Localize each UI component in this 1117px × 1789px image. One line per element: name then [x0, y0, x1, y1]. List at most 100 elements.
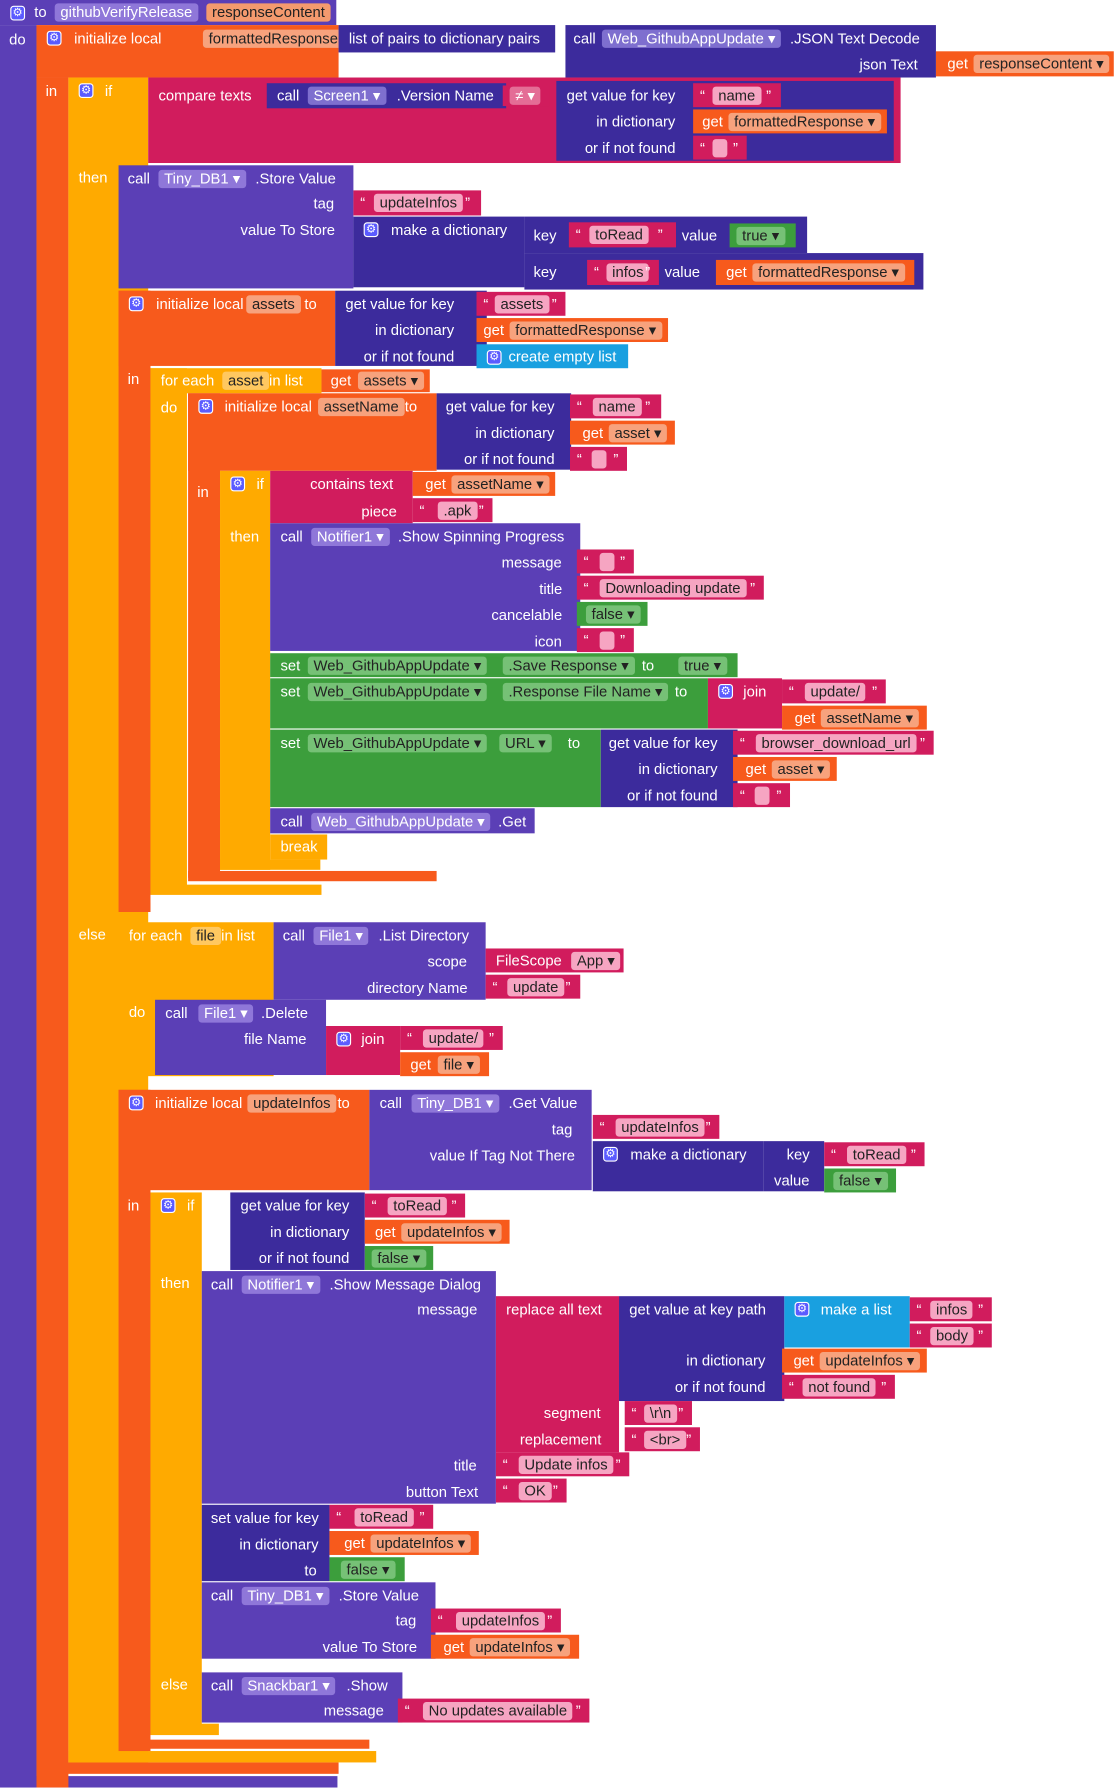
code-block[interactable]: get updateInfos ▾: [782, 1348, 927, 1373]
field-chip[interactable]: formattedResponse: [202, 29, 344, 48]
gear-icon[interactable]: ⚙: [336, 1031, 352, 1047]
code-block[interactable]: “ browser_download_url”: [733, 730, 934, 755]
field-chip[interactable]: asset ▾: [608, 424, 668, 443]
code-block[interactable]: “name”: [570, 394, 662, 419]
field-chip[interactable]: assets ▾: [357, 371, 424, 390]
field-chip[interactable]: assetName: [318, 397, 405, 417]
code-block[interactable]: set value for key in dictionary to: [201, 1504, 330, 1582]
code-block[interactable]: ⚙ to githubVerifyRelease responseContent: [0, 0, 337, 26]
gear-icon[interactable]: ⚙: [718, 684, 734, 699]
field-chip[interactable]: updateInfos ▾: [370, 1534, 471, 1553]
gear-icon[interactable]: ⚙: [198, 399, 214, 414]
field-chip[interactable]: updateInfos: [456, 1611, 545, 1631]
code-block[interactable]: true ▾: [729, 223, 796, 248]
code-block[interactable]: ⚙ make a dictionary: [592, 1141, 764, 1192]
code-block[interactable]: get file ▾: [400, 1052, 490, 1077]
field-chip[interactable]: \r\n: [644, 1404, 677, 1423]
code-block[interactable]: call Notifier1 ▾ .Show Spinning Progress me…: [270, 523, 581, 651]
field-chip[interactable]: toRead: [589, 225, 649, 244]
field-chip[interactable]: Notifier1 ▾: [241, 1275, 320, 1294]
gear-icon[interactable]: ⚙: [10, 5, 26, 21]
field-chip[interactable]: URL ▾: [499, 734, 552, 753]
field-chip[interactable]: update/: [422, 1029, 484, 1048]
code-block[interactable]: “”: [733, 783, 791, 808]
code-block[interactable]: get responseContent ▾: [935, 51, 1114, 77]
field-chip[interactable]: Tiny_DB1 ▾: [411, 1094, 500, 1113]
field-chip[interactable]: File1 ▾: [313, 926, 369, 946]
field-chip[interactable]: true ▾: [736, 226, 785, 246]
code-block[interactable]: “ No updates available”: [397, 1698, 590, 1723]
code-block[interactable]: call Snackbar1 ▾ .Show message: [201, 1672, 403, 1723]
field-chip[interactable]: assets: [246, 295, 301, 314]
code-block[interactable]: get assetName ▾: [782, 705, 927, 730]
gear-icon[interactable]: ⚙: [794, 1301, 810, 1317]
code-block[interactable]: set Web_GithubAppUpdate ▾ .Save Response ▾…: [270, 653, 738, 678]
field-chip[interactable]: Notifier1 ▾: [311, 527, 390, 547]
code-block[interactable]: “ Update infos”: [495, 1452, 630, 1477]
field-chip[interactable]: false ▾: [585, 605, 641, 624]
code-block[interactable]: ⚙ initialize local assets to: [118, 290, 336, 366]
code-block[interactable]: “ updateInfos”: [430, 1608, 561, 1633]
code-block[interactable]: ⚙initialize localformattedResponseto: [36, 25, 357, 78]
code-block[interactable]: call Screen1 ▾ .Version Name: [266, 83, 507, 109]
field-chip[interactable]: updateInfos: [373, 193, 463, 213]
code-block[interactable]: key value: [763, 1141, 825, 1192]
code-block[interactable]: set Web_GithubAppUpdate ▾ .Response File N…: [270, 678, 708, 729]
code-block[interactable]: list of pairs to dictionary pairs: [338, 25, 556, 53]
code-block[interactable]: “ infos”: [587, 259, 659, 285]
field-chip[interactable]: false ▾: [371, 1249, 426, 1268]
code-block[interactable]: “ body”: [909, 1323, 992, 1348]
code-block[interactable]: get formattedResponse ▾: [693, 109, 887, 134]
code-block[interactable]: “ update”: [485, 974, 581, 999]
field-chip[interactable]: name: [712, 86, 761, 105]
code-block[interactable]: get value for key in dictionary or if not …: [335, 290, 487, 366]
code-block[interactable]: ≠ ▾: [502, 85, 550, 107]
field-chip[interactable]: name: [592, 397, 642, 417]
field-chip[interactable]: [599, 552, 615, 572]
code-block[interactable]: “ toRead ”: [568, 222, 677, 248]
code-block[interactable]: get value at key path in dictionary or if …: [619, 1296, 785, 1402]
code-block[interactable]: ⚙ if then else: [150, 1192, 202, 1733]
field-chip[interactable]: [591, 450, 607, 469]
field-chip[interactable]: update/: [804, 682, 866, 702]
code-block[interactable]: “name”: [693, 83, 781, 108]
gear-icon[interactable]: ⚙: [363, 222, 379, 238]
code-block[interactable]: “”: [576, 628, 634, 653]
code-block[interactable]: get assets ▾: [321, 369, 430, 393]
code-block[interactable]: in: [36, 77, 69, 1788]
field-chip[interactable]: Update infos: [518, 1455, 614, 1475]
field-chip[interactable]: toRead: [354, 1508, 414, 1527]
field-chip[interactable]: Tiny_DB1 ▾: [158, 169, 246, 189]
field-chip[interactable]: githubVerifyRelease: [54, 3, 198, 22]
code-block[interactable]: call Tiny_DB1 ▾ .Get Value tag value If Tag …: [369, 1089, 592, 1191]
field-chip[interactable]: [712, 139, 728, 158]
code-block[interactable]: “ updateInfos”: [592, 1114, 720, 1139]
code-block[interactable]: call File1 ▾ .List Directory scope directory…: [273, 922, 486, 1000]
field-chip[interactable]: Screen1 ▾: [307, 86, 386, 105]
code-block[interactable]: set Web_GithubAppUpdate ▾ URL ▾ to: [270, 729, 601, 808]
code-block[interactable]: “ not found ”: [782, 1374, 895, 1399]
field-chip[interactable]: updateInfos ▾: [819, 1352, 921, 1371]
code-block[interactable]: call Tiny_DB1 ▾ .Store Value tag value To St…: [118, 165, 354, 289]
field-chip[interactable]: .apk: [437, 501, 478, 520]
code-block[interactable]: “ \r\n”: [624, 1401, 692, 1425]
field-chip[interactable]: Snackbar1 ▾: [241, 1676, 336, 1696]
code-block[interactable]: “ Downloading update”: [576, 575, 764, 600]
field-chip[interactable]: update: [507, 978, 565, 997]
code-block[interactable]: contains text piece: [270, 470, 413, 524]
code-block[interactable]: get formattedResponse ▾: [715, 259, 915, 285]
field-chip[interactable]: file: [190, 926, 221, 946]
gear-icon[interactable]: ⚙: [128, 1095, 144, 1111]
code-block[interactable]: call Web_GithubAppUpdate ▾ .Get: [270, 808, 535, 834]
field-chip[interactable]: asset ▾: [771, 760, 831, 779]
field-chip[interactable]: Web_GithubAppUpdate ▾: [311, 812, 491, 832]
code-block[interactable]: false ▾: [329, 1557, 405, 1582]
code-block[interactable]: get value for key in dictionary or if not …: [600, 729, 738, 808]
code-block[interactable]: call Web_GithubAppUpdate ▾ .JSON Text Deco…: [565, 25, 936, 78]
gear-icon[interactable]: ⚙: [160, 1198, 176, 1213]
code-block[interactable]: get value for key in dictionary or if not …: [436, 393, 572, 470]
field-chip[interactable]: assetName ▾: [820, 709, 919, 728]
field-chip[interactable]: Web_GithubAppUpdate ▾: [307, 682, 488, 702]
field-chip[interactable]: browser_download_url: [755, 734, 917, 753]
code-block[interactable]: replace all text segment replacement: [495, 1296, 620, 1453]
